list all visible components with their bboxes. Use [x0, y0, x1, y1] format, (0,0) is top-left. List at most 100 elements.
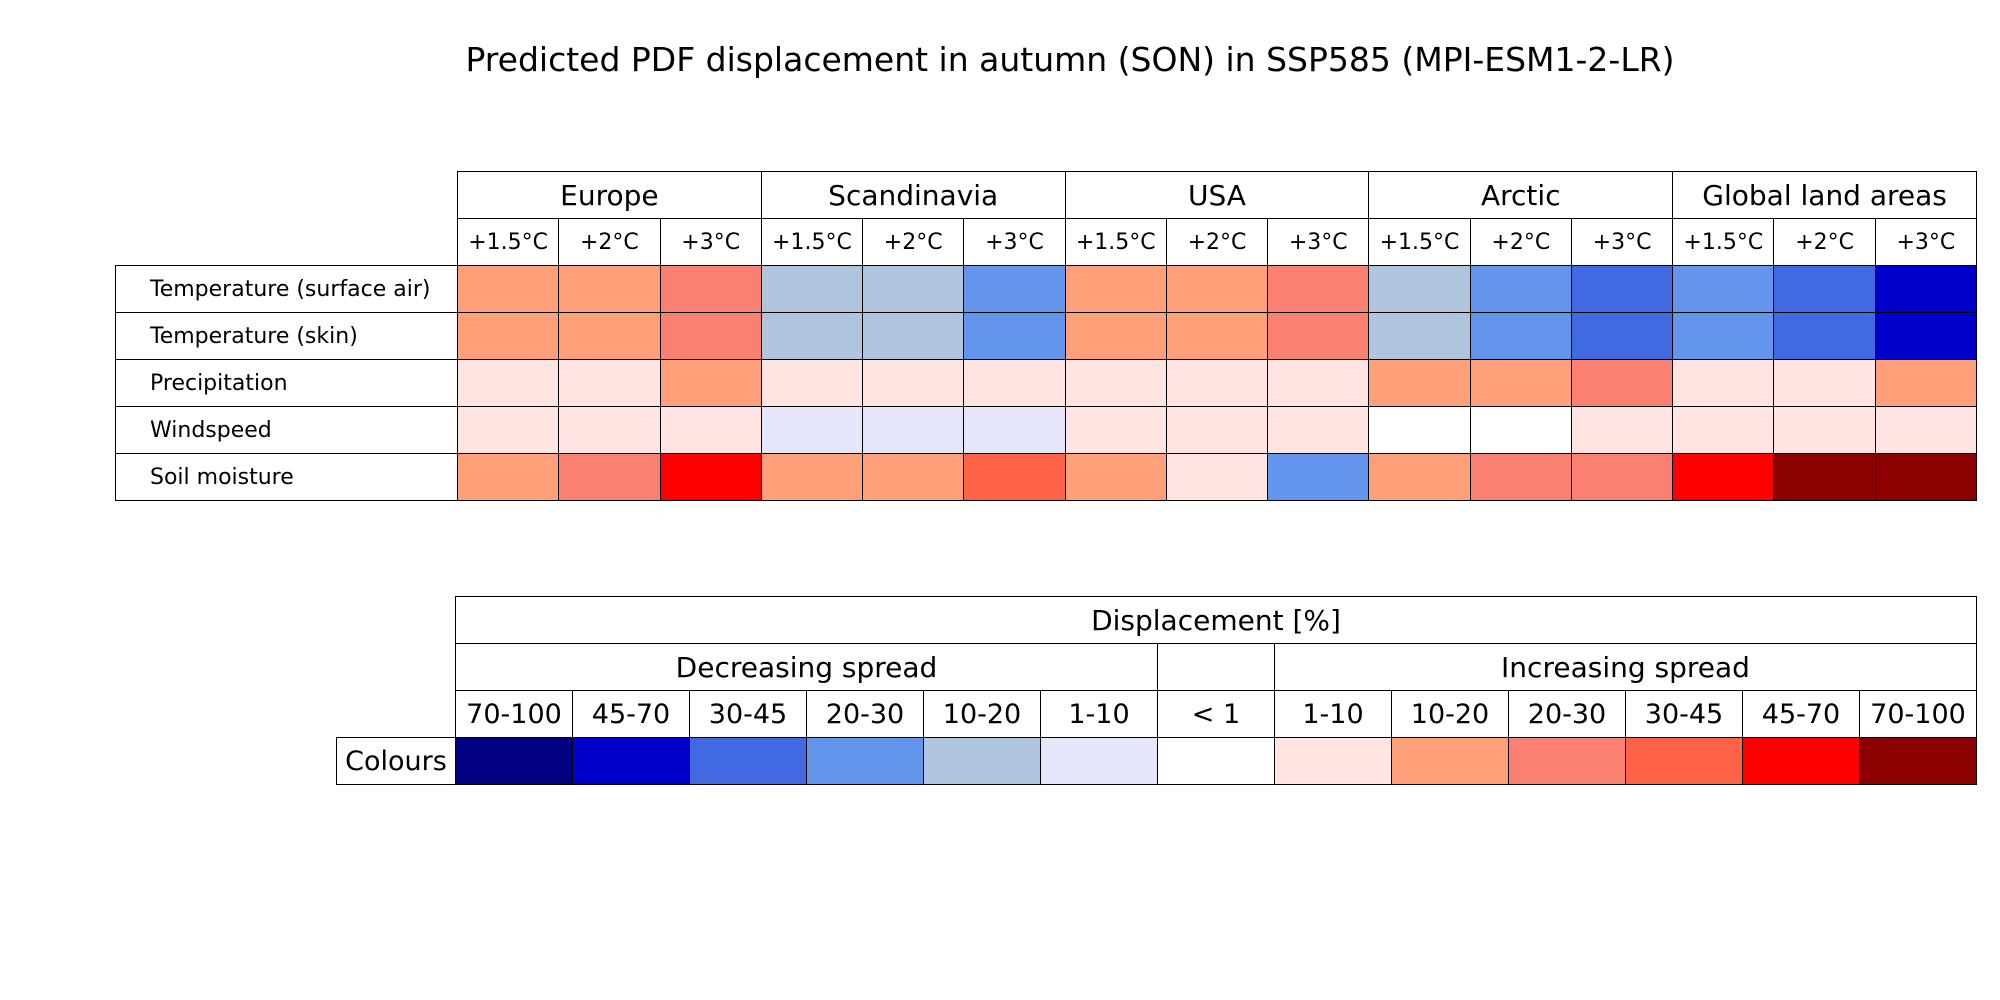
warming-level-row: +1.5°C +2°C +3°C +1.5°C +2°C +3°C +1.5°C +2°C +3…	[116, 218, 1978, 266]
displacement-cell	[1672, 265, 1775, 313]
legend-bin-label: 70-100	[455, 690, 573, 738]
displacement-cell	[1672, 359, 1775, 407]
displacement-cell	[456, 265, 560, 313]
increasing-spread-label: Increasing spread	[1274, 643, 1977, 691]
legend-colour-swatch	[1508, 737, 1626, 785]
warming-level-header: +2°C	[1165, 218, 1269, 266]
legend-bin-label: 45-70	[572, 690, 690, 738]
warming-level-header: +3°C	[963, 218, 1066, 266]
displacement-cell	[1672, 453, 1775, 501]
displacement-cell	[1267, 453, 1370, 501]
displacement-cell	[1368, 359, 1471, 407]
legend-bin-label: 30-45	[689, 690, 807, 738]
displacement-cell	[1368, 312, 1471, 360]
displacement-cell	[862, 265, 965, 313]
warming-level-header: +1.5°C	[760, 218, 864, 266]
legend-bin-label: 20-30	[1508, 690, 1626, 738]
neutral-group-cell	[1157, 643, 1275, 691]
warming-level-header: +1.5°C	[1672, 218, 1775, 266]
displacement-cell	[760, 359, 864, 407]
legend-bin-label: 20-30	[806, 690, 924, 738]
displacement-cell	[1267, 359, 1370, 407]
legend-colour-swatch	[806, 737, 924, 785]
legend-spacer	[337, 597, 456, 644]
displacement-cell	[760, 312, 864, 360]
variable-label: Windspeed	[115, 406, 458, 454]
displacement-cell	[1469, 453, 1572, 501]
warming-level-header: +3°C	[1570, 218, 1674, 266]
displacement-cell	[1570, 453, 1674, 501]
displacement-cell	[558, 265, 661, 313]
displacement-cell	[760, 265, 864, 313]
displacement-cell	[862, 312, 965, 360]
displacement-cell	[1368, 265, 1471, 313]
displacement-cell	[1165, 359, 1269, 407]
region-header: Europe	[457, 171, 762, 219]
displacement-cell	[659, 453, 762, 501]
warming-level-header: +1.5°C	[1064, 218, 1167, 266]
region-header-row: Europe Scandinavia USA Arctic Global land ar…	[116, 171, 1977, 219]
displacement-cell	[1165, 453, 1269, 501]
legend-colour-row: Colours	[336, 737, 1977, 785]
displacement-cell	[963, 312, 1066, 360]
displacement-cell	[558, 453, 661, 501]
table-row: Temperature (skin)	[115, 312, 1978, 360]
displacement-cell	[1469, 312, 1572, 360]
warming-level-header: +2°C	[1469, 218, 1572, 266]
legend-bin-row: 70-100 45-70 30-45 20-30 10-20 1-10 < 1 1-10 10-…	[337, 690, 1977, 738]
legend-colour-swatch	[1157, 737, 1275, 785]
region-header: Global land areas	[1672, 171, 1977, 219]
displacement-cell	[862, 359, 965, 407]
displacement-cell	[456, 406, 560, 454]
displacement-cell	[1874, 265, 1978, 313]
variable-label: Temperature (skin)	[115, 312, 458, 360]
table-row: Soil moisture	[115, 453, 1978, 501]
displacement-cell	[456, 359, 560, 407]
region-header: USA	[1064, 171, 1370, 219]
displacement-cell	[659, 406, 762, 454]
legend-bin-label: 10-20	[1391, 690, 1509, 738]
legend-spacer	[337, 644, 456, 691]
displacement-cell	[659, 359, 762, 407]
legend-colour-swatch	[1742, 737, 1860, 785]
displacement-cell	[1773, 265, 1876, 313]
displacement-cell	[1773, 312, 1876, 360]
region-header: Arctic	[1368, 171, 1674, 219]
displacement-cell	[1064, 453, 1167, 501]
displacement-cell	[1672, 312, 1775, 360]
table-row: Temperature (surface air)	[115, 265, 1978, 313]
displacement-cell	[1368, 406, 1471, 454]
displacement-cell	[1165, 312, 1269, 360]
table-row: Precipitation	[115, 359, 1978, 407]
displacement-cell	[963, 453, 1066, 501]
colour-legend: Displacement [%] Decreasing spread Increas…	[336, 596, 1977, 785]
region-header: Scandinavia	[760, 171, 1066, 219]
legend-bin-label: 1-10	[1274, 690, 1392, 738]
legend-bin-label: < 1	[1157, 690, 1275, 738]
displacement-cell	[1570, 312, 1674, 360]
legend-colour-swatch	[1040, 737, 1158, 785]
displacement-cell	[1064, 265, 1167, 313]
displacement-cell	[862, 453, 965, 501]
legend-title: Displacement [%]	[455, 596, 1977, 644]
displacement-cell	[1064, 406, 1167, 454]
warming-level-header: +1.5°C	[1368, 218, 1471, 266]
displacement-cell	[558, 406, 661, 454]
legend-bin-label: 1-10	[1040, 690, 1158, 738]
legend-bin-label: 10-20	[923, 690, 1041, 738]
warming-level-header: +2°C	[1773, 218, 1876, 266]
displacement-cell	[1672, 406, 1775, 454]
displacement-cell	[862, 406, 965, 454]
decreasing-spread-label: Decreasing spread	[455, 643, 1158, 691]
displacement-cell	[1570, 406, 1674, 454]
legend-bin-label: 45-70	[1742, 690, 1860, 738]
displacement-cell	[1064, 312, 1167, 360]
displacement-cell	[1773, 406, 1876, 454]
displacement-cell	[1368, 453, 1471, 501]
displacement-cell	[659, 265, 762, 313]
displacement-cell	[1165, 406, 1269, 454]
legend-colour-swatch	[572, 737, 690, 785]
displacement-cell	[1773, 359, 1876, 407]
displacement-cell	[1469, 406, 1572, 454]
legend-colour-swatch	[923, 737, 1041, 785]
